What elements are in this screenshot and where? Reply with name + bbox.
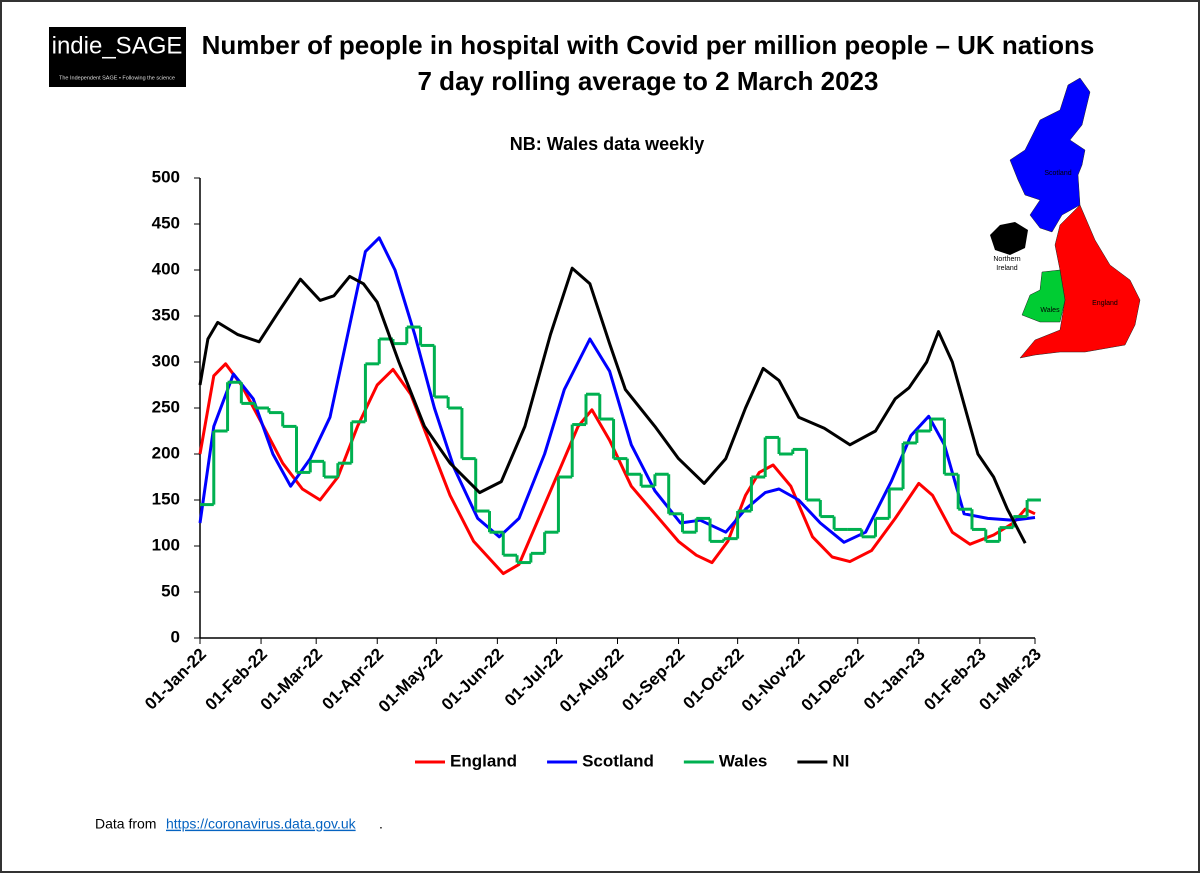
y-tick-label: 400 — [152, 259, 180, 278]
map-label: Northern — [993, 256, 1020, 263]
legend-label: England — [450, 751, 517, 770]
uk-map — [990, 77, 1141, 359]
series-line — [198, 266, 1027, 544]
footer-link[interactable]: https://coronavirus.data.gov.uk — [166, 816, 357, 832]
map-label: England — [1092, 300, 1118, 307]
legend-label: NI — [832, 751, 849, 770]
chart-title: Number of people in hospital with Covid … — [202, 30, 1095, 60]
y-tick-label: 0 — [171, 627, 180, 646]
map-wales — [1021, 269, 1066, 323]
map-scotland — [1009, 77, 1091, 233]
annotation: NB: Wales data weekly — [510, 134, 704, 154]
y-tick-label: 150 — [152, 489, 180, 508]
logo-tagline: The Independent SAGE • Following the sci… — [59, 75, 175, 81]
map-ni — [990, 222, 1028, 255]
y-tick-label: 200 — [152, 443, 180, 462]
legend-label: Scotland — [582, 751, 654, 770]
logo-box — [49, 27, 186, 87]
y-tick-label: 450 — [152, 213, 180, 232]
y-tick-label: 300 — [152, 351, 180, 370]
y-tick-label: 50 — [161, 581, 180, 600]
y-tick-label: 100 — [152, 535, 180, 554]
footer-text: . — [379, 816, 383, 832]
y-tick-label: 250 — [152, 397, 180, 416]
map-label: Wales — [1040, 307, 1060, 314]
chart-title: 7 day rolling average to 2 March 2023 — [418, 66, 879, 96]
logo-text: indie_SAGE — [52, 32, 183, 59]
legend-label: Wales — [719, 751, 768, 770]
y-tick-label: 500 — [152, 167, 180, 186]
y-tick-label: 350 — [152, 305, 180, 324]
footer-text: Data from — [95, 816, 156, 832]
series-line — [198, 362, 1036, 576]
map-label: Scotland — [1044, 170, 1071, 177]
map-label: Ireland — [996, 265, 1018, 272]
series-line — [198, 236, 1036, 544]
